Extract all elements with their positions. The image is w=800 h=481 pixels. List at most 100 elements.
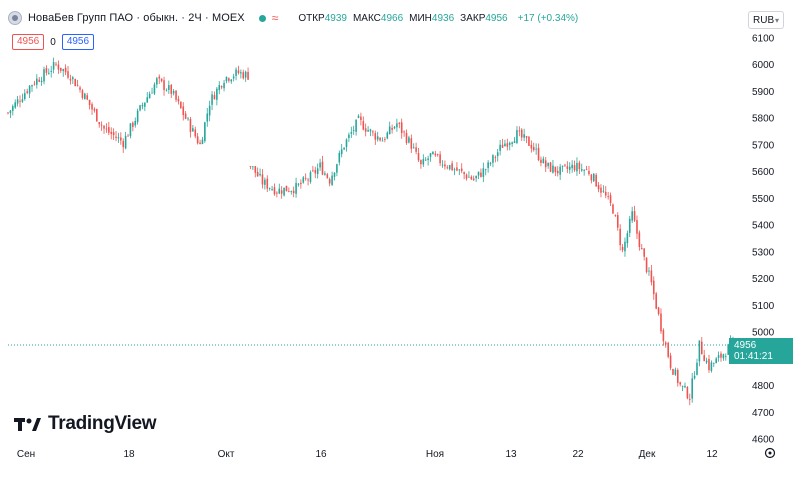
market-status-icon[interactable] <box>258 14 266 22</box>
x-tick-label: 22 <box>572 449 584 460</box>
candle-body <box>355 119 357 132</box>
tradingview-logo-icon <box>14 418 41 431</box>
candle-body <box>600 187 602 193</box>
candle-body <box>278 188 281 194</box>
candle-body <box>148 93 151 99</box>
candle-body <box>302 177 305 183</box>
candle-body <box>489 163 492 164</box>
candle-body <box>31 85 33 87</box>
candle-body <box>544 160 547 168</box>
candle-body <box>151 92 153 94</box>
y-tick-label: 5200 <box>752 274 775 285</box>
x-axis: Сен 18 Окт 16 Ноя 13 22 Дек 12 <box>17 449 718 460</box>
candle-body <box>513 141 516 143</box>
candle-body <box>249 166 252 167</box>
candle-body <box>9 110 12 113</box>
candle-body <box>580 168 583 171</box>
candle-body <box>619 228 621 246</box>
currency-select[interactable]: RUB ▾ <box>748 11 784 29</box>
candle-body <box>412 147 415 149</box>
candle-body <box>350 132 353 134</box>
candle-body <box>446 167 449 169</box>
candle-body <box>230 79 233 82</box>
candle-body <box>146 97 149 103</box>
candle-body <box>444 164 446 167</box>
candle-body <box>194 129 197 137</box>
candle-body <box>153 84 156 94</box>
candle-body <box>376 136 379 140</box>
candle-body <box>74 79 77 87</box>
candle-body <box>477 171 480 176</box>
candle-body <box>184 113 187 119</box>
sell-button[interactable]: 4956 <box>12 34 45 50</box>
candle-body <box>566 166 569 169</box>
candle-body <box>208 105 211 116</box>
candle-body <box>727 344 729 355</box>
candle-body <box>609 195 612 203</box>
candle-body <box>321 161 324 175</box>
candle-body <box>595 174 597 187</box>
y-tick-label: 4700 <box>752 408 775 419</box>
candle-body <box>597 185 600 190</box>
candle-body <box>283 187 285 196</box>
low-value: 4936 <box>431 12 455 24</box>
candle-body <box>362 121 365 130</box>
candle-body <box>384 139 386 140</box>
candle-body <box>33 83 36 85</box>
candle-body <box>686 386 689 399</box>
candle-body <box>232 76 235 79</box>
candle-body <box>518 130 521 132</box>
candle-body <box>645 257 648 273</box>
candle-body <box>40 80 43 83</box>
candle-body <box>561 165 564 167</box>
candle-body <box>482 168 485 177</box>
buy-button[interactable]: 4956 <box>61 34 95 50</box>
candle-body <box>520 129 523 138</box>
candle-body <box>192 128 194 132</box>
candle-body <box>698 340 701 362</box>
candle-body <box>403 131 405 133</box>
candle-body <box>631 211 633 221</box>
candle-body <box>662 330 665 342</box>
delayed-data-icon[interactable]: ≈ <box>271 11 279 25</box>
symbol-title[interactable]: НоваБев Групп ПАО · обыкн. · 2Ч · MOEX <box>28 12 245 24</box>
y-tick-label: 5600 <box>752 167 775 178</box>
candle-body <box>14 102 17 108</box>
candle-body <box>12 106 14 111</box>
candle-body <box>439 154 441 164</box>
y-tick-label: 5400 <box>752 221 775 232</box>
candle-body <box>96 109 98 122</box>
candle-body <box>57 64 60 70</box>
candle-body <box>626 233 629 244</box>
candle-body <box>415 147 417 152</box>
candle-body <box>175 90 177 100</box>
last-price-value: 4956 <box>734 340 757 351</box>
candle-body <box>374 133 377 140</box>
candle-body <box>129 123 132 137</box>
candle-body <box>218 85 221 91</box>
change-value: +17 (+0.34%) <box>517 12 579 24</box>
candle-body <box>364 128 367 132</box>
settings-icon[interactable] <box>764 447 776 459</box>
candle-body <box>381 140 384 142</box>
candle-body <box>456 167 458 171</box>
candle-body <box>468 176 470 178</box>
tradingview-logo[interactable]: TradingView <box>14 413 157 435</box>
candle-body <box>307 179 309 181</box>
candle-body <box>657 307 660 314</box>
candle-body <box>122 141 125 148</box>
candle-body <box>268 188 271 189</box>
candle-body <box>532 147 535 151</box>
candle-body <box>684 385 686 388</box>
candle-body <box>84 93 86 100</box>
candle-body <box>463 172 465 175</box>
candle-body <box>103 125 105 129</box>
candle-body <box>127 135 129 137</box>
candle-body <box>367 130 369 132</box>
candle-body <box>189 119 192 132</box>
symbol-logo-icon[interactable] <box>8 11 22 25</box>
candle-body <box>624 241 626 252</box>
candle-body <box>62 69 65 72</box>
candle-body <box>45 67 48 73</box>
